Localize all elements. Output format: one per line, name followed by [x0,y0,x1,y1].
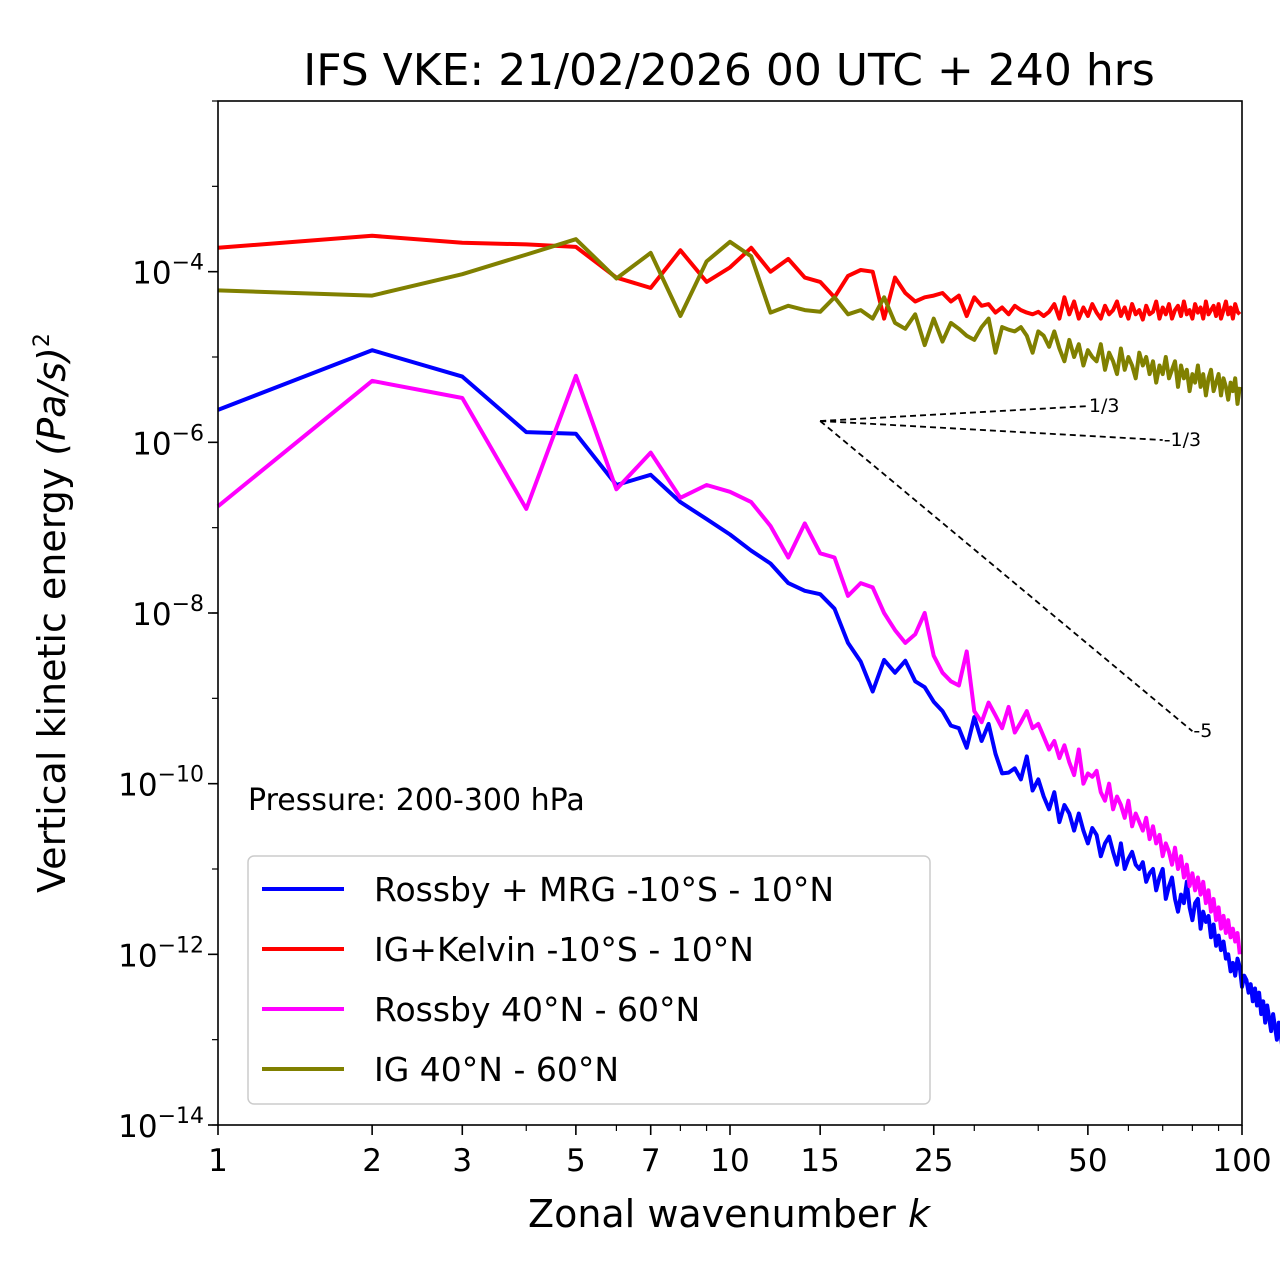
x-tick-label: 1 [208,1143,228,1179]
legend-label-2: Rossby 40°N - 60°N [374,990,700,1029]
x-axis-label: Zonal wavenumber k [528,1192,932,1236]
x-tick-label: 25 [914,1143,953,1179]
x-tick-label: 7 [641,1143,661,1179]
y-tick-label: 10−12 [118,933,204,974]
legend: Rossby + MRG -10°S - 10°N IG+Kelvin -10°S… [247,855,931,1105]
x-axis-ticks: 1 2 3 5 7 10 15 25 50 100 [208,1125,1272,1179]
x-tick-label: 10 [710,1143,749,1179]
slope-label-1: -1/3 [1164,429,1201,451]
series-layer [216,233,1280,1045]
y-axis-label: Vertical kinetic energy (Pa/s)2 [30,333,74,893]
reference-slopes: 1/3 -1/3 -5 [819,395,1212,742]
legend-items: Rossby + MRG -10°S - 10°N IG+Kelvin -10°S… [262,870,834,1089]
y-tick-label: 10−8 [132,592,204,633]
legend-frame [247,855,931,1105]
y-axis-label-exponent: 2 [30,333,55,347]
x-tick-label: 100 [1212,1143,1271,1179]
legend-label-3: IG 40°N - 60°N [374,1050,619,1089]
x-axis-label-text: Zonal wavenumber [528,1192,896,1236]
y-axis-label-text: Vertical kinetic energy [30,468,74,893]
slope-line-1 [820,420,1163,441]
series-line-3 [217,237,1242,406]
chart-title: IFS VKE: 21/02/2026 00 UTC + 240 hrs [303,45,1155,96]
x-tick-label: 3 [452,1143,472,1179]
slope-label-2: -5 [1193,720,1212,742]
x-tick-label: 2 [362,1143,382,1179]
series-line-2 [216,373,1242,955]
legend-label-1: IG+Kelvin -10°S - 10°N [374,930,754,969]
x-tick-label: 50 [1068,1143,1107,1179]
y-tick-label: 10−10 [118,763,204,804]
x-axis-label-var: k [908,1192,932,1236]
y-tick-label: 10−4 [132,251,204,292]
pressure-annotation: Pressure: 200-300 hPa [248,783,585,818]
series-line-1 [217,233,1242,322]
y-axis-ticks: 10−14 10−12 10−10 10−8 10−6 10−4 [118,100,218,1145]
x-tick-label: 15 [800,1143,839,1179]
slope-line-0 [820,405,1088,422]
x-tick-label: 5 [566,1143,586,1179]
y-tick-label: 10−6 [132,421,204,462]
y-axis-label-unit: (Pa/s) [30,347,74,455]
legend-label-0: Rossby + MRG -10°S - 10°N [374,870,834,909]
slope-label-0: 1/3 [1089,395,1120,417]
series-line-0 [217,348,1280,1045]
y-tick-label: 10−14 [118,1104,204,1145]
slope-line-2 [819,420,1193,732]
